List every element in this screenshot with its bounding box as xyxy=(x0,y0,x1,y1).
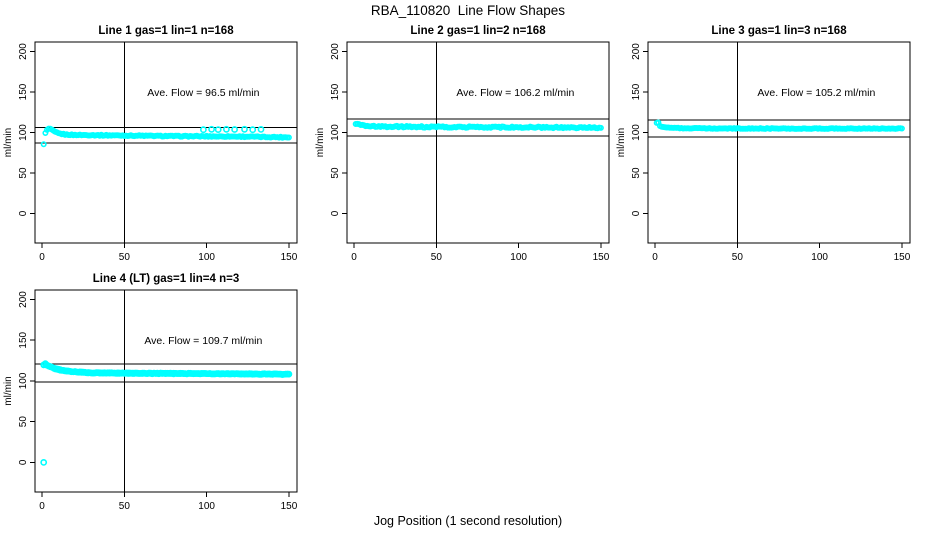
subplot-title: Line 4 (LT) gas=1 lin=4 n=3 xyxy=(93,273,239,285)
plot-box xyxy=(346,41,610,244)
outlier-point xyxy=(40,458,48,466)
x-tick-label: 0 xyxy=(351,252,357,263)
average-flow-annotation: Ave. Flow = 106.2 ml/min xyxy=(456,87,574,99)
y-tick-label: 0 xyxy=(330,210,341,216)
data-points xyxy=(40,360,293,466)
y-tick-label: 200 xyxy=(330,43,341,60)
x-tick-label: 50 xyxy=(732,252,744,263)
x-tick-label: 0 xyxy=(39,252,45,263)
outlier-point xyxy=(214,126,222,134)
x-tick-label: 0 xyxy=(39,501,45,512)
y-tick-label: 150 xyxy=(18,83,29,100)
outlier-point xyxy=(249,126,257,134)
data-point xyxy=(285,370,293,378)
y-tick-label: 50 xyxy=(631,167,642,179)
outlier-point xyxy=(241,125,248,133)
y-tick-label: 100 xyxy=(330,124,341,141)
plot-box xyxy=(34,289,298,493)
y-tick-label: 50 xyxy=(330,167,341,179)
x-tick-label: 0 xyxy=(652,252,658,263)
y-tick-label: 0 xyxy=(631,210,642,216)
subplot-title: Line 2 gas=1 lin=2 n=168 xyxy=(410,25,546,37)
subplot-line-3: 0 50 100 150 0 50 100 150 200 ml/min Line 3 gas=1 … xyxy=(616,25,911,263)
x-tick-label: 100 xyxy=(198,501,215,512)
data-point xyxy=(285,134,292,141)
y-axis-label: ml/min xyxy=(3,128,14,157)
x-tick-label: 150 xyxy=(593,252,610,263)
x-tick-label: 150 xyxy=(281,501,298,512)
figure-title: RBA_110820 Line Flow Shapes xyxy=(370,3,566,18)
y-tick-label: 200 xyxy=(18,291,29,308)
plot-box xyxy=(647,41,911,244)
x-tick-label: 100 xyxy=(811,252,828,263)
y-tick-label: 100 xyxy=(18,372,29,389)
y-tick-label: 150 xyxy=(18,331,29,348)
outlier-point xyxy=(199,126,207,134)
average-flow-annotation: Ave. Flow = 109.7 ml/min xyxy=(144,335,262,347)
data-points xyxy=(40,125,292,148)
x-tick-label: 150 xyxy=(894,252,911,263)
y-tick-label: 50 xyxy=(18,416,29,428)
y-axis-label: ml/min xyxy=(315,128,326,157)
x-tick-label: 150 xyxy=(281,252,298,263)
outlier-point xyxy=(208,125,215,133)
outlier-point xyxy=(222,125,230,133)
y-tick-label: 0 xyxy=(18,459,29,465)
average-flow-annotation: Ave. Flow = 105.2 ml/min xyxy=(757,87,875,99)
subplot-title: Line 3 gas=1 lin=3 n=168 xyxy=(711,25,847,37)
plot-box xyxy=(34,41,298,244)
y-tick-label: 150 xyxy=(631,83,642,100)
data-point xyxy=(597,124,604,131)
outlier-point xyxy=(257,125,265,133)
data-point xyxy=(40,141,47,148)
y-tick-label: 0 xyxy=(18,210,29,216)
subplot-line-4: 0 50 100 150 0 50 100 150 200 ml/min Line 4 (LT) g… xyxy=(3,273,298,512)
data-points xyxy=(653,119,905,132)
x-tick-label: 50 xyxy=(431,252,443,263)
y-tick-label: 200 xyxy=(631,43,642,60)
subplot-title: Line 1 gas=1 lin=1 n=168 xyxy=(98,25,234,37)
x-tick-label: 100 xyxy=(198,252,215,263)
outlier-point xyxy=(231,126,238,133)
y-tick-label: 150 xyxy=(330,83,341,100)
shared-x-axis-label: Jog Position (1 second resolution) xyxy=(373,514,563,528)
subplot-line-2: 0 50 100 150 0 50 100 150 200 ml/min Line 2 gas=1 … xyxy=(315,25,610,263)
data-point xyxy=(898,125,905,132)
y-axis-label: ml/min xyxy=(3,376,14,405)
x-tick-label: 50 xyxy=(119,501,131,512)
y-tick-label: 100 xyxy=(18,124,29,141)
average-flow-annotation: Ave. Flow = 96.5 ml/min xyxy=(147,87,259,99)
y-axis-label: ml/min xyxy=(616,128,627,157)
data-points xyxy=(352,120,604,132)
subplot-line-1: 0 50 100 150 0 50 100 150 200 ml/min Line 1 gas=1 … xyxy=(3,25,298,263)
y-tick-label: 200 xyxy=(18,43,29,60)
x-tick-label: 100 xyxy=(510,252,527,263)
y-tick-label: 100 xyxy=(631,124,642,141)
x-tick-label: 50 xyxy=(119,252,131,263)
y-tick-label: 50 xyxy=(18,167,29,179)
